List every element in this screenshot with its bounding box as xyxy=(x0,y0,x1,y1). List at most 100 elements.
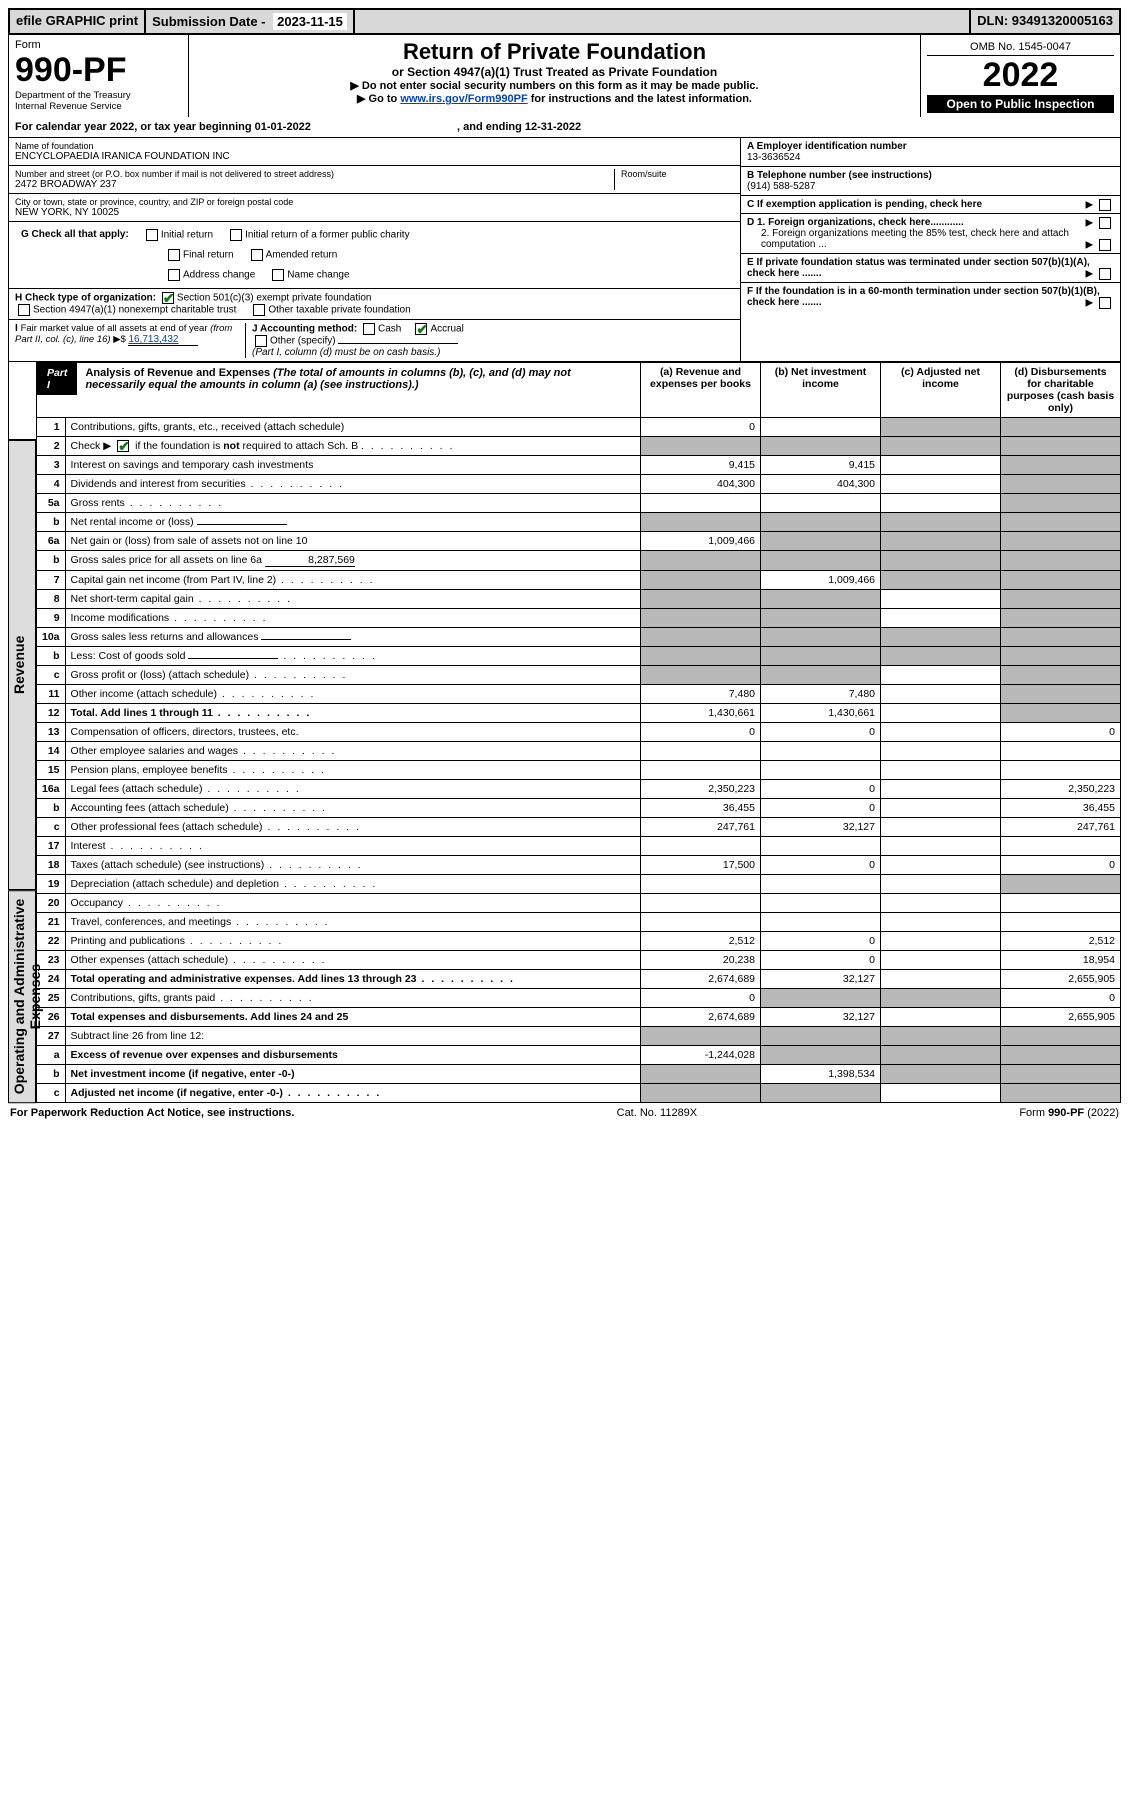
line-number: 20 xyxy=(37,894,66,913)
value-cell xyxy=(761,628,881,647)
d2-label: 2. Foreign organizations meeting the 85%… xyxy=(761,228,1069,250)
value-cell xyxy=(881,970,1001,989)
f-checkbox[interactable] xyxy=(1099,297,1111,309)
info-right: A Employer identification number 13-3636… xyxy=(740,138,1120,361)
value-cell xyxy=(881,513,1001,532)
value-cell: 9,415 xyxy=(761,456,881,475)
value-cell xyxy=(761,1084,881,1103)
footer-right: Form 990-PF (2022) xyxy=(1019,1107,1119,1119)
c-checkbox[interactable] xyxy=(1099,199,1111,211)
value-cell xyxy=(1001,894,1121,913)
value-cell: 2,655,905 xyxy=(1001,970,1121,989)
name-change-checkbox[interactable] xyxy=(272,269,284,281)
table-row: cGross profit or (loss) (attach schedule… xyxy=(37,666,1121,685)
d2-checkbox[interactable] xyxy=(1099,239,1111,251)
value-cell xyxy=(881,932,1001,951)
topbar-spacer xyxy=(355,10,971,33)
value-cell: 1,009,466 xyxy=(641,532,761,551)
value-cell xyxy=(881,1084,1001,1103)
line-description: Accounting fees (attach schedule) xyxy=(65,799,640,818)
final-return-checkbox[interactable] xyxy=(168,249,180,261)
line-description: Excess of revenue over expenses and disb… xyxy=(65,1046,640,1065)
value-cell xyxy=(881,532,1001,551)
value-cell xyxy=(761,761,881,780)
other-taxable-checkbox[interactable] xyxy=(253,304,265,316)
efile-label[interactable]: efile GRAPHIC print xyxy=(10,10,146,33)
form-header: Form 990-PF Department of the Treasury I… xyxy=(8,35,1121,117)
other-method-checkbox[interactable] xyxy=(255,335,267,347)
sch-b-checkbox[interactable] xyxy=(117,440,129,452)
irs-link[interactable]: www.irs.gov/Form990PF xyxy=(400,93,527,105)
h-section: H Check type of organization: Section 50… xyxy=(9,289,740,320)
table-row: cOther professional fees (attach schedul… xyxy=(37,818,1121,837)
value-cell xyxy=(641,894,761,913)
e-label: E If private foundation status was termi… xyxy=(747,257,1090,279)
line-description: Interest xyxy=(65,837,640,856)
value-cell xyxy=(1001,761,1121,780)
value-cell xyxy=(761,742,881,761)
cash-checkbox[interactable] xyxy=(363,323,375,335)
d1-checkbox[interactable] xyxy=(1099,217,1111,229)
addr-label: Number and street (or P.O. box number if… xyxy=(15,169,614,179)
line-description: Other income (attach schedule) xyxy=(65,685,640,704)
part1-container: Revenue Operating and Administrative Exp… xyxy=(8,362,1121,1103)
table-row: 26Total expenses and disbursements. Add … xyxy=(37,1008,1121,1027)
accrual-checkbox[interactable] xyxy=(415,323,427,335)
table-row: 6aNet gain or (loss) from sale of assets… xyxy=(37,532,1121,551)
topbar: efile GRAPHIC print Submission Date - 20… xyxy=(8,8,1121,35)
line-number: 9 xyxy=(37,609,66,628)
value-cell: 2,655,905 xyxy=(1001,1008,1121,1027)
value-cell xyxy=(1001,475,1121,494)
value-cell xyxy=(761,894,881,913)
initial-return-checkbox[interactable] xyxy=(146,229,158,241)
e-checkbox[interactable] xyxy=(1099,268,1111,280)
line-description: Total expenses and disbursements. Add li… xyxy=(65,1008,640,1027)
value-cell: 0 xyxy=(641,418,761,437)
value-cell xyxy=(761,494,881,513)
initial-former-checkbox[interactable] xyxy=(230,229,242,241)
value-cell: 2,674,689 xyxy=(641,1008,761,1027)
table-row: bNet rental income or (loss) xyxy=(37,513,1121,532)
form-number: 990-PF xyxy=(15,51,182,90)
line-description: Compensation of officers, directors, tru… xyxy=(65,723,640,742)
address-change-checkbox[interactable] xyxy=(168,269,180,281)
cal-end: , and ending 12-31-2022 xyxy=(457,121,581,133)
expense-rows: 13Compensation of officers, directors, t… xyxy=(37,723,1121,1103)
tel-value: (914) 588-5287 xyxy=(747,181,1114,192)
j-accrual: Accrual xyxy=(430,324,463,335)
value-cell xyxy=(1001,875,1121,894)
value-cell: 0 xyxy=(641,723,761,742)
value-cell: 2,350,223 xyxy=(641,780,761,799)
value-cell xyxy=(641,590,761,609)
line-description: Adjusted net income (if negative, enter … xyxy=(65,1084,640,1103)
fmv-value[interactable]: 16,713,432 xyxy=(128,334,198,346)
value-cell xyxy=(881,856,1001,875)
line-description: Less: Cost of goods sold xyxy=(65,647,640,666)
value-cell xyxy=(881,875,1001,894)
value-cell xyxy=(881,1008,1001,1027)
value-cell: 1,430,661 xyxy=(761,704,881,723)
501c3-checkbox[interactable] xyxy=(162,292,174,304)
value-cell xyxy=(881,799,1001,818)
value-cell: 18,954 xyxy=(1001,951,1121,970)
line-number: 11 xyxy=(37,685,66,704)
4947-checkbox[interactable] xyxy=(18,304,30,316)
calendar-year-row: For calendar year 2022, or tax year begi… xyxy=(8,117,1121,138)
table-row: bLess: Cost of goods sold xyxy=(37,647,1121,666)
c-cell: C If exemption application is pending, c… xyxy=(741,196,1120,214)
ein-value: 13-3636524 xyxy=(747,152,1114,163)
value-cell xyxy=(641,1084,761,1103)
amended-return-checkbox[interactable] xyxy=(251,249,263,261)
col-a-header: (a) Revenue and expenses per books xyxy=(641,363,761,418)
form-title: Return of Private Foundation xyxy=(195,39,914,65)
line-description: Depreciation (attach schedule) and deple… xyxy=(65,875,640,894)
line-number: 1 xyxy=(37,418,66,437)
value-cell xyxy=(881,571,1001,590)
value-cell xyxy=(761,875,881,894)
value-cell xyxy=(761,551,881,571)
value-cell: 32,127 xyxy=(761,970,881,989)
line-description: Contributions, gifts, grants, etc., rece… xyxy=(65,418,640,437)
foundation-name: ENCYCLOPAEDIA IRANICA FOUNDATION INC xyxy=(15,151,734,162)
line-number: 13 xyxy=(37,723,66,742)
table-row: cAdjusted net income (if negative, enter… xyxy=(37,1084,1121,1103)
